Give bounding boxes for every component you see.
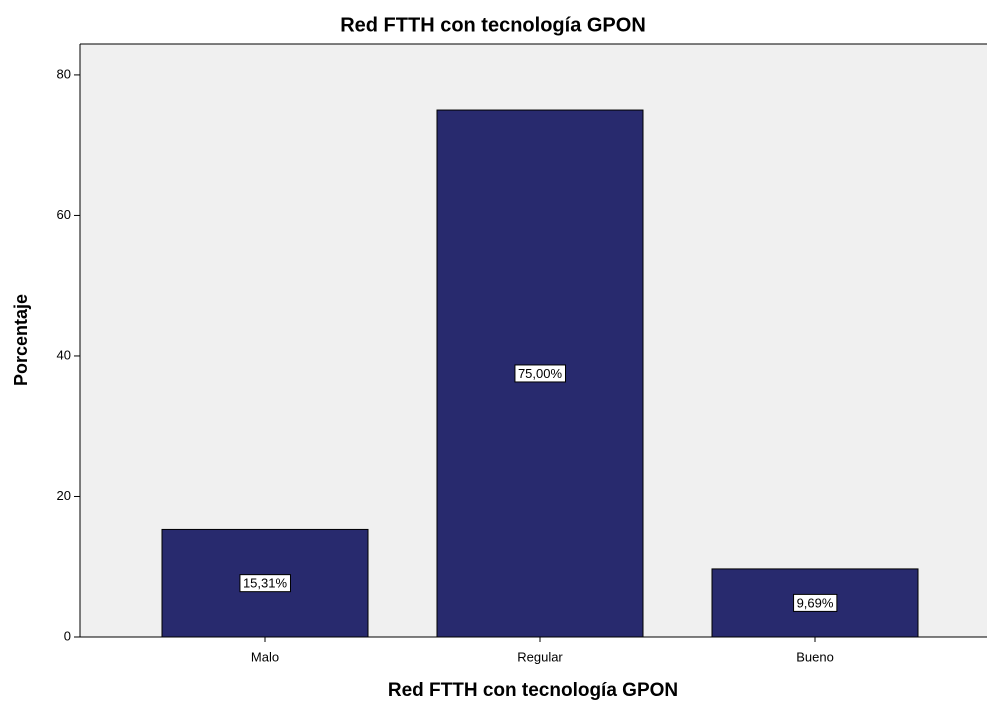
x-tick-label: Bueno xyxy=(796,649,834,664)
value-label-box xyxy=(239,574,291,593)
x-tick-label: Malo xyxy=(251,649,279,664)
y-tick-label: 20 xyxy=(57,488,71,503)
value-label: 15,31% xyxy=(243,576,288,591)
y-tick-label: 40 xyxy=(57,347,71,362)
value-label: 75,00% xyxy=(518,366,563,381)
value-label: 9,69% xyxy=(797,595,834,610)
chart-title: Red FTTH con tecnología GPON xyxy=(340,14,646,36)
y-tick-label: 60 xyxy=(57,207,71,222)
y-axis-label: Porcentaje xyxy=(11,294,31,386)
value-label-box xyxy=(793,593,838,612)
value-label-box xyxy=(514,364,566,383)
y-tick-label: 80 xyxy=(57,66,71,81)
x-tick-label: Regular xyxy=(517,649,563,664)
y-tick-label: 0 xyxy=(64,628,71,643)
x-axis-label: Red FTTH con tecnología GPON xyxy=(388,680,678,701)
